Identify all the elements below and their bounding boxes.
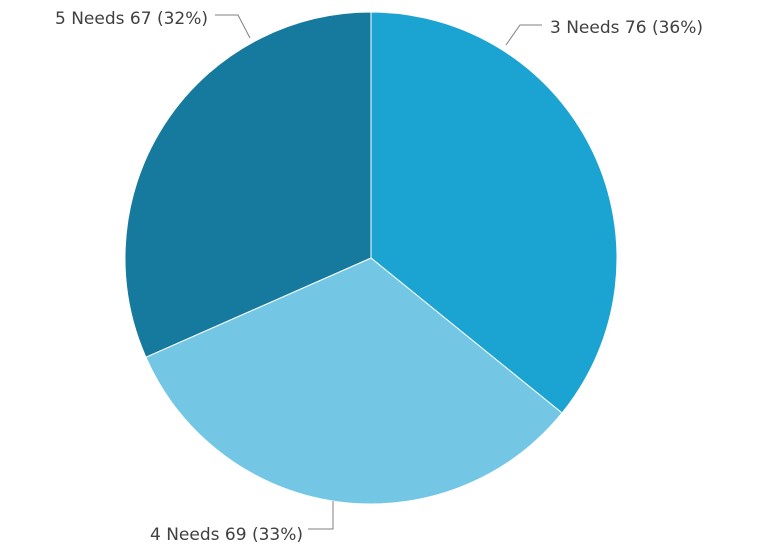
leader-line-5-needs (215, 14, 251, 39)
slice-labels: 3 Needs 76 (36%) 4 Needs 69 (33%) 5 Needs … (55, 9, 703, 545)
pie-slices (124, 11, 618, 505)
slice-label-5-needs: 5 Needs 67 (32%) (55, 9, 208, 29)
pie-slice-3-needs (370, 11, 618, 414)
leader-lines (215, 14, 542, 530)
slice-label-4-needs: 4 Needs 69 (33%) (150, 525, 303, 545)
pie-slice-5-needs (124, 11, 372, 358)
pie-slice-4-needs (145, 257, 563, 505)
slice-label-3-needs: 3 Needs 76 (36%) (550, 18, 703, 38)
leader-line-4-needs (308, 501, 334, 530)
leader-line-3-needs (505, 24, 542, 46)
